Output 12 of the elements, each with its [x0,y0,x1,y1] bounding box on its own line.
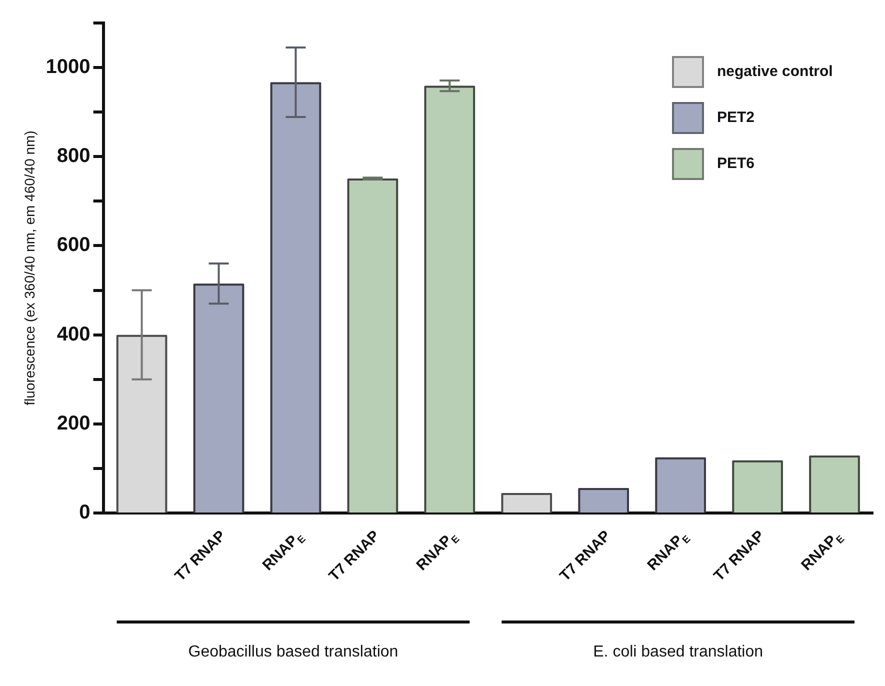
y-tick-label: 1000 [46,56,90,78]
y-tick-label: 0 [79,502,90,524]
legend-label: PET6 [717,155,755,172]
y-axis-title: fluorescence (ex 360/40 nm, em 460/40 nm) [21,130,38,406]
y-tick-label: 200 [56,412,90,434]
legend-label: negative control [717,63,833,80]
y-tick-label: 800 [56,145,90,168]
y-tick-label: 400 [56,323,90,346]
y-tick-label: 600 [56,234,90,256]
text: Geobacillus based translation [188,643,398,660]
text: E. coli based translation [593,643,764,660]
legend-label: PET2 [717,109,755,126]
